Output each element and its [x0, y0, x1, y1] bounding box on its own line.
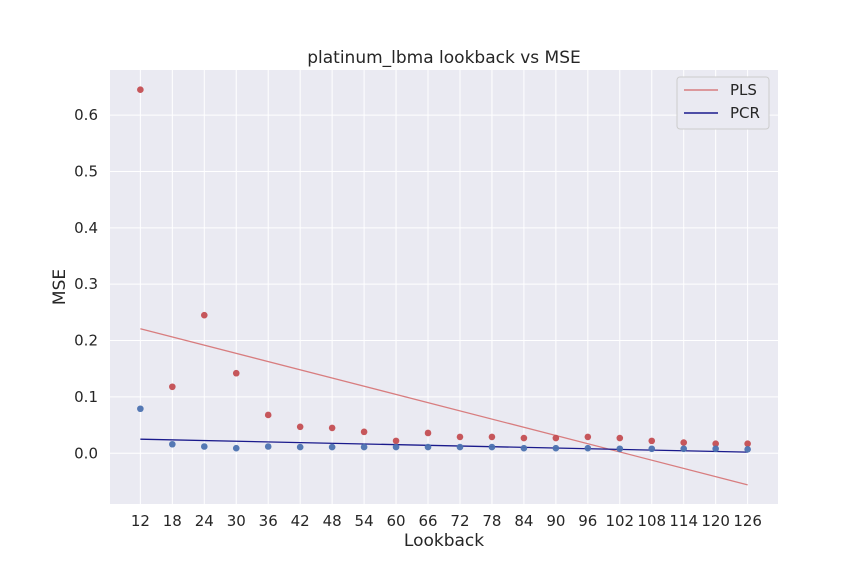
- blue-point: [680, 445, 688, 453]
- blue-point: [424, 443, 432, 451]
- red-point: [456, 433, 464, 441]
- x-tick-label: 60: [387, 512, 406, 530]
- y-tick-label: 0.5: [74, 162, 98, 180]
- y-tick-label: 0.6: [74, 106, 98, 124]
- x-tick-label: 12: [131, 512, 150, 530]
- blue-point: [520, 444, 528, 452]
- blue-point: [232, 444, 240, 452]
- blue-point: [392, 443, 400, 451]
- chart-title: platinum_lbma lookback vs MSE: [307, 48, 581, 68]
- red-point: [328, 424, 336, 432]
- x-tick-label: 90: [546, 512, 565, 530]
- x-tick-label: 18: [163, 512, 182, 530]
- x-tick-label: 102: [605, 512, 634, 530]
- y-tick-label: 0.1: [74, 388, 98, 406]
- red-point: [169, 383, 176, 391]
- red-point: [680, 439, 688, 446]
- x-tick-label: 78: [482, 512, 501, 530]
- x-tick-label: 66: [418, 512, 437, 530]
- red-point: [264, 411, 272, 419]
- blue-point: [488, 443, 496, 451]
- red-point: [552, 434, 560, 442]
- blue-point: [200, 443, 208, 450]
- pcr-fit-line: [140, 438, 748, 453]
- grid: [110, 70, 778, 504]
- red-point: [616, 434, 624, 442]
- pls-fit-line: [140, 328, 748, 486]
- blue-point: [648, 445, 656, 453]
- x-tick-label: 36: [259, 512, 278, 530]
- blue-point: [360, 443, 368, 451]
- y-tick-label: 0.3: [74, 275, 98, 293]
- y-tick-label: 0.0: [74, 444, 98, 462]
- x-tick-label: 84: [514, 512, 533, 530]
- red-point: [200, 311, 208, 319]
- red-point: [392, 437, 400, 445]
- x-tick-label: 42: [291, 512, 310, 530]
- blue-point: [137, 405, 144, 413]
- blue-point: [616, 445, 624, 453]
- red-point: [488, 433, 496, 441]
- blue-point: [328, 443, 336, 451]
- x-tick-label: 114: [669, 512, 698, 530]
- red-point: [520, 434, 528, 442]
- x-axis-label: Lookback: [404, 531, 484, 551]
- legend-pls-label: PLS: [730, 81, 757, 99]
- y-tick-label: 0.2: [74, 332, 98, 350]
- x-tick-label: 96: [578, 512, 597, 530]
- blue-point: [552, 444, 560, 452]
- x-tick-label: 54: [355, 512, 374, 530]
- x-tick-label: 108: [637, 512, 666, 530]
- red-point: [648, 437, 656, 445]
- y-axis-label: MSE: [50, 269, 70, 305]
- red-point: [744, 440, 751, 447]
- red-point: [232, 369, 240, 377]
- blue-point: [744, 446, 751, 453]
- x-tick-label: 120: [701, 512, 730, 530]
- data-points: [137, 86, 751, 453]
- blue-point: [712, 445, 719, 453]
- x-tick-label: 30: [227, 512, 246, 530]
- blue-point: [296, 443, 304, 451]
- fit-lines: [140, 328, 748, 486]
- y-tick-label: 0.4: [74, 219, 98, 237]
- blue-point: [584, 444, 592, 452]
- red-point: [360, 428, 368, 436]
- y-axis-ticks: 0.0 0.1 0.2 0.3 0.4 0.5 0.6: [74, 106, 98, 462]
- red-point: [424, 429, 432, 437]
- legend-pcr-label: PCR: [730, 104, 760, 122]
- blue-point: [456, 443, 464, 451]
- blue-point: [264, 443, 272, 450]
- red-point: [296, 423, 304, 431]
- legend: PLS PCR: [676, 76, 770, 130]
- x-tick-label: 24: [195, 512, 214, 530]
- x-tick-label: 72: [450, 512, 469, 530]
- red-point: [584, 433, 592, 441]
- x-axis-ticks: 12 18 24 30 36 42 48 54 60 66 72 78 84 90 96 102 108 114 1…: [131, 512, 762, 530]
- plot-area: [110, 70, 778, 504]
- x-tick-label: 48: [323, 512, 342, 530]
- blue-point: [169, 440, 176, 448]
- red-point: [137, 86, 144, 94]
- red-point: [712, 440, 719, 447]
- x-tick-label: 126: [733, 512, 762, 530]
